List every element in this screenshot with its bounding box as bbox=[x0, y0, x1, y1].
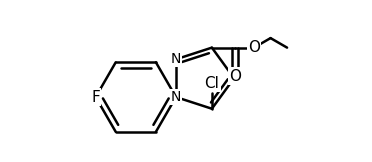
Text: N: N bbox=[171, 52, 181, 66]
Text: N: N bbox=[171, 90, 181, 104]
Text: O: O bbox=[248, 40, 260, 55]
Text: Cl: Cl bbox=[205, 76, 219, 91]
Text: F: F bbox=[91, 90, 100, 104]
Text: O: O bbox=[229, 69, 241, 84]
